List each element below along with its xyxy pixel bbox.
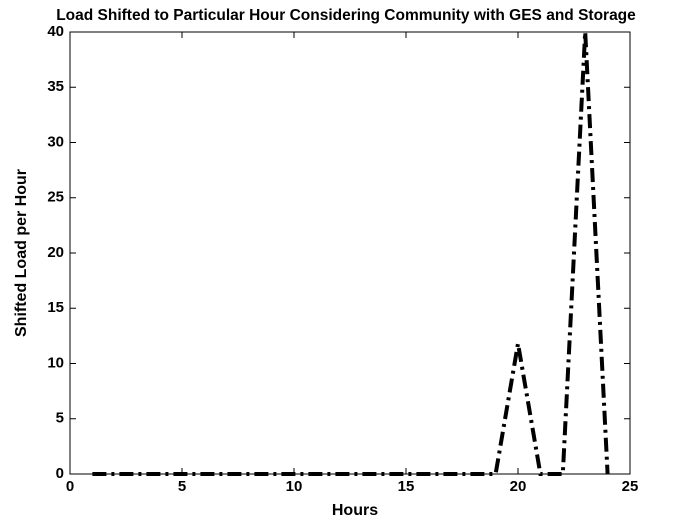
y-tick-label: 0	[56, 465, 64, 482]
y-tick-label: 10	[47, 354, 64, 371]
y-tick-label: 30	[47, 133, 64, 150]
x-tick-label: 10	[286, 478, 303, 495]
x-tick-label: 5	[178, 478, 186, 495]
data-line	[92, 31, 610, 476]
x-tick-label: 20	[510, 478, 527, 495]
y-tick-label: 15	[47, 299, 64, 316]
x-tick-label: 25	[622, 478, 639, 495]
y-axis-label: Shifted Load per Hour	[13, 169, 30, 337]
x-tick-label: 15	[398, 478, 415, 495]
x-tick-label: 0	[66, 478, 74, 495]
y-tick-label: 20	[47, 244, 64, 261]
y-tick-label: 35	[47, 78, 64, 95]
y-tick-label: 40	[47, 23, 64, 40]
chart-title: Load Shifted to Particular Hour Consider…	[56, 7, 636, 24]
y-tick-label: 5	[56, 410, 64, 427]
y-tick-label: 25	[47, 189, 64, 206]
x-axis-label: Hours	[332, 502, 378, 519]
